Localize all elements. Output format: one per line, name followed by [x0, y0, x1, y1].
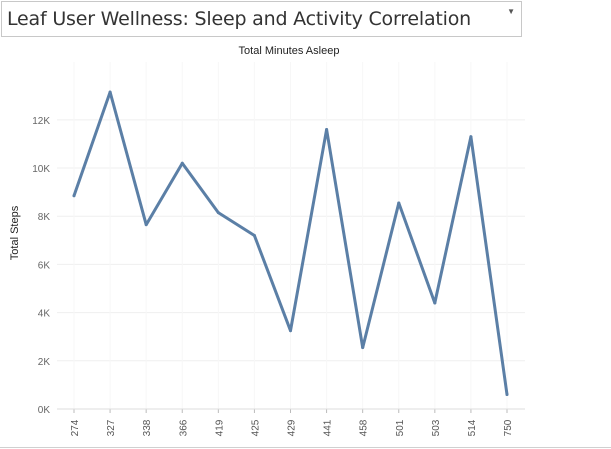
- x-tick-label: 441: [323, 419, 334, 436]
- x-tick-labels: 274 327 338 366 419 425 429 441 458 501 503 514 750: [70, 419, 514, 436]
- y-axis-title: Total Steps: [9, 205, 21, 260]
- dashboard-title: Leaf User Wellness: Sleep and Activity C…: [7, 8, 472, 30]
- data-point[interactable]: [361, 346, 365, 350]
- data-point[interactable]: [108, 90, 112, 94]
- bottom-divider: [0, 447, 611, 448]
- x-tick-label: 274: [70, 419, 81, 436]
- sheet-selector-dropdown[interactable]: Leaf User Wellness: Sleep and Activity C…: [1, 1, 522, 37]
- x-tick-label: 338: [142, 419, 153, 436]
- y-tick-label: 12K: [32, 116, 50, 127]
- y-tick-label: 0K: [38, 405, 51, 416]
- data-point[interactable]: [469, 135, 473, 139]
- chevron-down-icon[interactable]: ▼: [507, 7, 515, 16]
- data-point[interactable]: [397, 201, 401, 205]
- data-point[interactable]: [180, 161, 184, 165]
- data-point[interactable]: [325, 127, 329, 131]
- x-tick-label: 458: [359, 419, 370, 436]
- axes: [57, 408, 525, 413]
- y-tick-labels: 0K 2K 4K 6K 8K 10K 12K: [32, 116, 50, 416]
- series: [72, 90, 509, 397]
- data-point[interactable]: [144, 223, 148, 227]
- gridlines: [57, 62, 525, 409]
- x-tick-label: 514: [467, 419, 478, 436]
- x-tick-label: 429: [287, 419, 298, 436]
- y-tick-label: 4K: [38, 309, 51, 320]
- data-point[interactable]: [289, 329, 292, 333]
- x-tick-label: 425: [250, 419, 261, 436]
- data-point[interactable]: [433, 301, 437, 305]
- data-point[interactable]: [216, 211, 220, 215]
- y-tick-label: 2K: [38, 357, 51, 368]
- chart-title: Total Minutes Asleep: [239, 45, 340, 57]
- data-point[interactable]: [252, 234, 256, 237]
- y-tick-label: 8K: [38, 212, 51, 223]
- x-tick-label: 750: [503, 419, 514, 436]
- data-point[interactable]: [72, 194, 76, 198]
- x-tick-label: 419: [214, 419, 225, 436]
- x-tick-label: 327: [106, 419, 117, 436]
- data-point[interactable]: [505, 393, 509, 397]
- x-tick-label: 503: [431, 419, 442, 436]
- x-tick-label: 501: [395, 419, 406, 436]
- x-tick-label: 366: [178, 419, 189, 436]
- y-tick-label: 10K: [32, 164, 50, 175]
- y-tick-label: 6K: [38, 260, 51, 271]
